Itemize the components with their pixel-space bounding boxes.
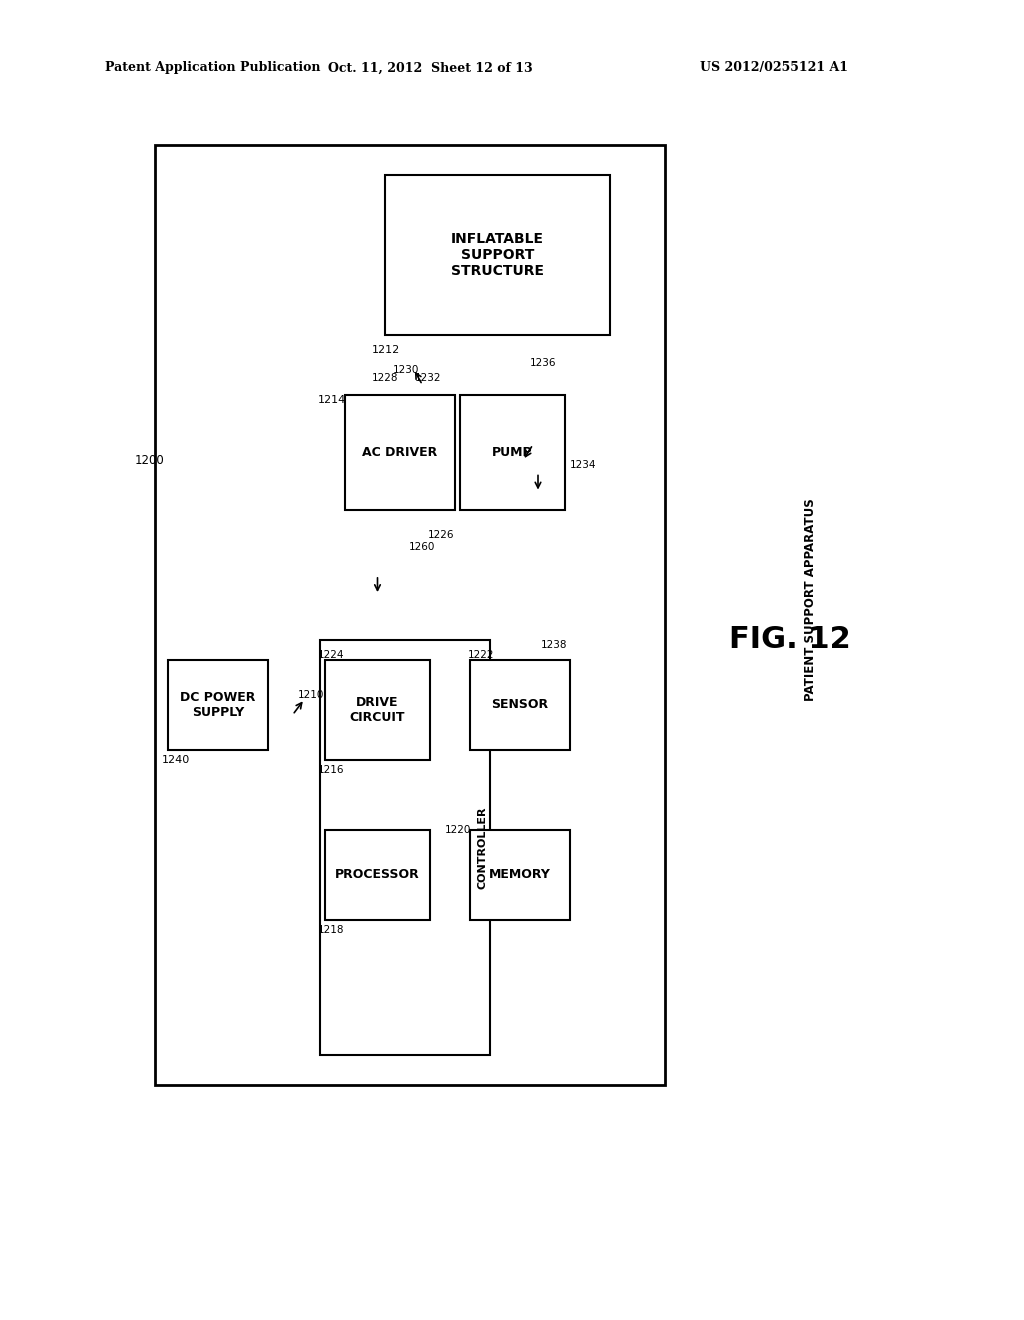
Text: 1218: 1218 <box>318 925 344 935</box>
Text: 1212: 1212 <box>372 345 400 355</box>
Text: 1220: 1220 <box>445 825 471 836</box>
Text: 1200: 1200 <box>135 454 165 466</box>
Text: MEMORY: MEMORY <box>489 869 551 882</box>
Text: 1230: 1230 <box>393 366 420 375</box>
Bar <box>470 830 570 920</box>
Text: 1240: 1240 <box>162 755 190 766</box>
Text: 1226: 1226 <box>428 531 455 540</box>
Bar <box>325 830 430 920</box>
Text: PUMP: PUMP <box>493 446 532 459</box>
Text: 1232: 1232 <box>415 374 441 383</box>
Text: 1210: 1210 <box>298 690 325 700</box>
Text: 1222: 1222 <box>468 649 495 660</box>
Text: Patent Application Publication: Patent Application Publication <box>105 62 321 74</box>
Bar <box>155 145 665 1085</box>
Text: INFLATABLE
SUPPORT
STRUCTURE: INFLATABLE SUPPORT STRUCTURE <box>451 232 544 279</box>
Text: DC POWER
SUPPLY: DC POWER SUPPLY <box>180 690 256 719</box>
Text: CONTROLLER: CONTROLLER <box>477 807 487 888</box>
Text: 1216: 1216 <box>318 766 344 775</box>
Text: 1234: 1234 <box>570 459 597 470</box>
Bar <box>470 660 570 750</box>
Text: 1214: 1214 <box>318 395 346 405</box>
Text: 1228: 1228 <box>372 374 398 383</box>
Bar <box>460 395 565 510</box>
Text: PROCESSOR: PROCESSOR <box>335 869 420 882</box>
Bar <box>168 660 268 750</box>
Bar <box>385 176 610 335</box>
Text: Oct. 11, 2012  Sheet 12 of 13: Oct. 11, 2012 Sheet 12 of 13 <box>328 62 532 74</box>
Text: AC DRIVER: AC DRIVER <box>362 446 437 459</box>
Bar <box>325 660 430 760</box>
Text: 1260: 1260 <box>409 543 435 552</box>
Text: SENSOR: SENSOR <box>492 698 549 711</box>
Bar <box>319 640 490 1055</box>
Text: DRIVE
CIRCUIT: DRIVE CIRCUIT <box>350 696 406 723</box>
Text: 1236: 1236 <box>530 358 556 368</box>
Text: FIG. 12: FIG. 12 <box>729 626 851 655</box>
Text: PATIENT SUPPORT APPARATUS: PATIENT SUPPORT APPARATUS <box>804 499 816 701</box>
Text: 1224: 1224 <box>318 649 344 660</box>
Text: US 2012/0255121 A1: US 2012/0255121 A1 <box>700 62 848 74</box>
Text: 1238: 1238 <box>541 640 567 649</box>
Bar <box>345 395 455 510</box>
